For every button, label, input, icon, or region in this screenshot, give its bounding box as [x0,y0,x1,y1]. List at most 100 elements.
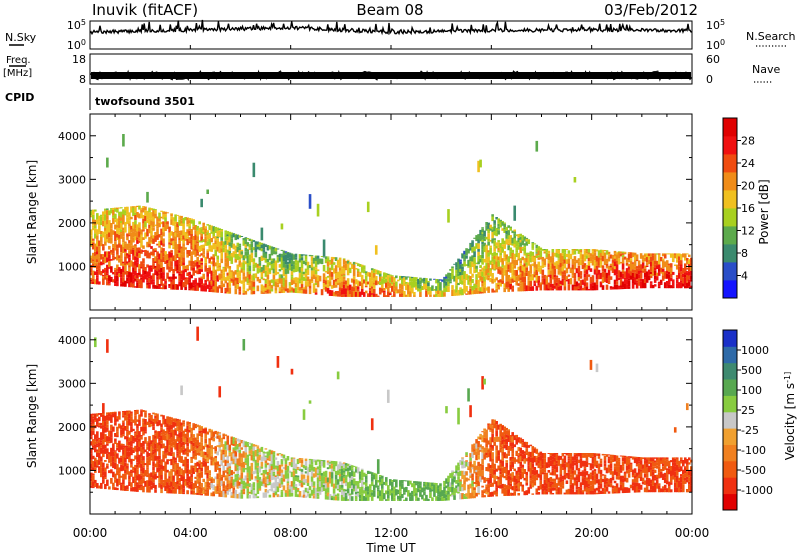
velocity-cell [154,438,157,444]
velocity-cell [210,478,214,483]
power-cell [312,283,316,287]
power-cell [190,261,193,267]
velocity-cell [90,478,93,482]
power-cell [256,285,260,292]
velocity-cell [116,418,119,422]
velocity-cell [198,463,201,470]
power-cell [354,262,358,264]
power-cell [286,288,290,291]
velocity-cell [154,430,157,434]
power-cell [499,255,502,259]
power-cell [529,251,533,258]
power-cell [238,286,242,292]
velocity-cell [128,445,131,448]
velocity-cell [166,443,169,450]
velocity-cell [481,493,484,496]
velocity-cell [222,475,226,478]
power-cell [603,250,607,252]
velocity-cell [122,428,125,435]
power-cell [479,287,482,292]
velocity-cell [336,464,340,471]
power-cell [352,261,356,265]
velocity-cell [136,464,139,468]
power-cell [102,254,105,257]
power-cell [150,239,153,243]
power-cell [220,245,224,249]
power-cell [228,266,232,269]
power-cell [483,246,486,253]
power-cell [623,271,627,277]
velocity-cell [162,459,165,461]
power-cell [196,253,199,256]
power-cell [186,269,189,271]
power-cell [330,256,334,259]
power-cell [344,288,348,295]
power-cell [463,259,466,262]
power-cell [260,269,264,272]
power-cell [469,285,472,287]
velocity-cell [489,475,492,482]
power-cell [214,269,218,276]
power-cell [224,244,228,249]
velocity-cell [330,478,334,483]
power-cell [226,236,230,241]
power-cell [228,236,232,243]
power-cell [346,263,350,270]
velocity-cell [100,425,103,429]
power-cell [493,231,496,236]
velocity-cell [296,466,300,469]
power-cell [539,250,543,258]
velocity-cell [332,488,336,494]
velocity-cell [338,476,342,482]
power-cell [621,287,625,290]
velocity-cell [443,498,446,501]
velocity-cell [278,453,282,455]
velocity-cell [306,475,310,478]
power-cell [210,261,214,265]
velocity-cell [124,415,127,421]
power-cell [541,261,545,265]
velocity-cell [184,456,187,463]
power-cell [521,282,525,286]
power-cell [192,267,195,271]
power-cell [338,270,342,275]
power-cell [166,224,169,230]
power-cell [529,276,533,281]
velocity-cell [262,470,266,474]
power-cell [216,230,220,237]
velocity-cell [485,455,488,458]
power-cell [178,252,181,258]
power-cell [102,216,105,221]
velocity-cell [236,465,240,468]
power-cell [340,281,344,288]
velocity-cell [122,454,125,457]
power-cell [212,257,216,261]
power-cell [405,284,408,291]
power-cell [489,239,492,242]
velocity-cell [136,469,139,476]
power-cell [116,227,119,234]
velocity-cell [216,435,220,439]
power-cell [565,253,569,257]
power-cell [208,265,211,268]
velocity-cell [112,451,115,457]
power-cell [515,280,519,286]
velocity-cell [240,494,244,499]
power-cell [222,283,226,288]
power-cell [222,247,226,253]
power-cell [200,278,203,285]
power-cell [166,272,169,279]
power-cell [352,264,356,271]
velocity-cell [467,478,470,481]
velocity-cell [471,444,474,448]
power-cell [152,287,155,289]
velocity-cell [447,490,450,495]
power-cell [328,276,332,282]
power-cell [246,283,250,285]
power-cell [372,272,376,278]
power-cell [288,267,292,271]
power-cell [643,268,647,273]
power-cell [176,244,179,250]
velocity-cell [200,432,203,438]
power-cell [174,276,177,279]
